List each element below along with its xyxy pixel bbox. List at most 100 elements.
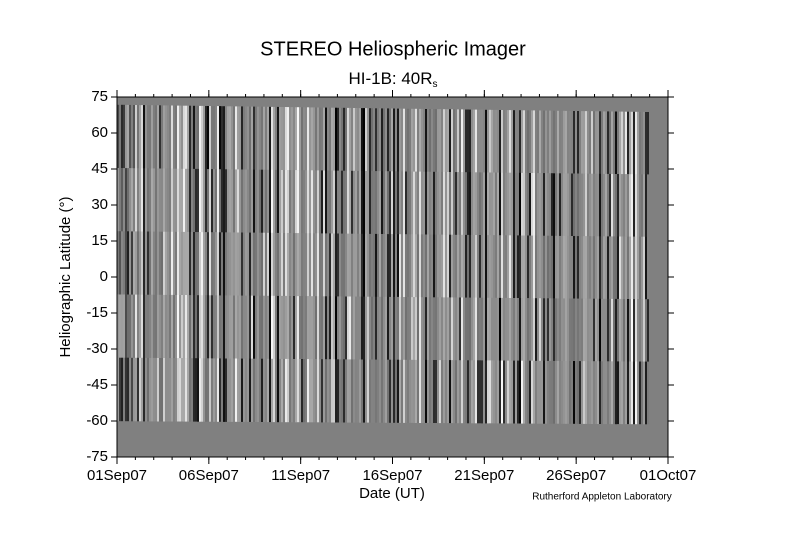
image-strip [523,110,525,174]
image-strip [419,297,421,361]
image-strip [417,171,419,235]
image-strip [219,358,221,422]
image-strip [537,173,539,236]
image-strip [295,170,297,234]
image-strip [591,298,593,362]
image-strip [237,232,239,296]
y-tick-label: -15 [86,304,108,321]
image-strip [493,172,495,236]
image-strip [455,172,457,236]
image-strip [331,359,333,423]
image-strip [333,296,335,360]
image-strip [163,294,165,359]
image-strip [303,170,305,234]
image-strip [233,106,235,170]
image-strip [339,233,341,297]
image-strip [317,359,319,423]
image-strip [585,173,587,237]
image-strip [391,234,393,298]
image-strip [185,295,187,359]
image-strip [329,107,331,171]
image-strip [241,232,243,296]
image-strip [333,233,335,297]
image-strip [367,233,369,297]
image-strip [385,359,387,423]
image-strip [625,111,627,175]
image-strip [485,235,487,299]
image-strip [287,358,289,423]
image-strip [607,236,609,300]
image-strip [165,231,167,296]
image-strip [377,296,379,360]
image-strip [609,361,611,425]
image-strip [605,236,607,300]
image-strip [203,105,205,170]
image-strip [319,107,321,171]
image-strip [223,232,225,296]
image-strip [223,169,225,233]
image-strip [421,234,423,298]
image-strip [329,170,331,234]
image-strip [477,109,479,173]
image-strip [523,360,525,424]
image-strip [223,295,225,359]
image-strip [553,110,555,174]
image-strip [343,233,345,297]
image-strip [281,170,283,234]
image-strip [265,358,267,423]
image-strip [407,234,409,298]
image-strip [341,107,343,171]
image-strip [407,171,409,235]
image-strip [549,110,551,174]
image-strip [373,296,375,360]
image-strip [285,170,287,234]
image-strip [275,106,277,171]
image-strip [417,234,419,298]
image-strip [557,298,559,362]
image-strip [475,297,477,361]
image-strip [545,173,547,237]
image-strip [485,297,487,361]
image-strip [141,105,143,169]
image-strip [639,174,641,237]
image-strip [273,358,275,423]
image-strip [409,234,411,298]
image-strip [301,107,303,171]
image-strip [385,234,387,298]
image-strip [163,231,165,296]
image-strip [169,105,171,169]
image-strip [433,109,435,173]
image-strip [575,111,577,174]
image-strip [633,361,635,425]
image-strip [247,169,249,233]
image-strip [507,297,509,361]
image-strip [313,359,315,423]
image-strip [559,173,561,237]
image-strip [549,235,551,299]
image-strip [477,360,479,424]
image-strip [189,168,191,233]
image-strip [127,294,129,358]
image-strip [169,231,171,296]
image-strip [379,359,381,423]
image-strip [451,109,453,173]
image-strip [535,360,537,424]
image-strip [337,170,339,234]
image-strip [483,109,485,173]
image-strip [451,234,453,298]
image-strip [387,296,389,360]
image-strip [215,106,217,170]
image-strip [395,234,397,298]
image-strip [333,359,335,423]
image-strip [557,173,559,237]
image-strip [201,169,203,233]
image-strip [537,110,539,174]
image-strip [391,359,393,423]
image-strip [223,358,225,422]
image-strip [613,236,615,300]
image-strip [183,105,185,170]
image-strip [251,295,253,359]
image-strip [527,110,529,174]
image-strip [331,296,333,360]
image-strip [567,361,569,424]
